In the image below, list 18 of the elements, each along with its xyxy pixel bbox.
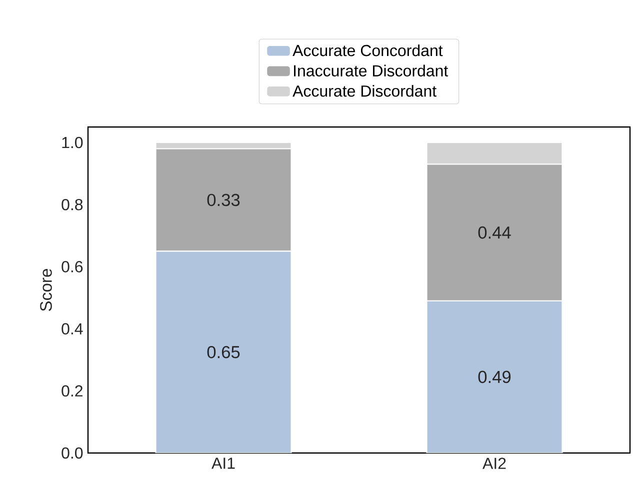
- y-tick-label: 0.6: [62, 261, 83, 272]
- data-label: 0.33: [207, 194, 240, 206]
- legend-label: Inaccurate Discordant: [294, 64, 448, 76]
- x-tick-label: AI1: [212, 458, 235, 469]
- data-label: 0.44: [478, 226, 511, 239]
- y-tick-label: 0.2: [62, 385, 82, 397]
- legend-label: Accurate Concordant: [292, 44, 443, 56]
- y-tick-label: 0.0: [62, 447, 83, 459]
- legend-label: Accurate Discordant: [292, 84, 436, 97]
- bar: [155, 250, 292, 453]
- y-tick-label: 0.8: [62, 198, 83, 210]
- y-tick-label: 1.0: [62, 136, 83, 148]
- x-tick-label: AI2: [482, 458, 506, 469]
- data-label: 0.49: [478, 370, 511, 384]
- y-axis-title: Score: [40, 268, 52, 312]
- y-tick-label: 0.4: [62, 323, 83, 334]
- data-label: 0.65: [207, 346, 240, 358]
- bar: [426, 300, 563, 453]
